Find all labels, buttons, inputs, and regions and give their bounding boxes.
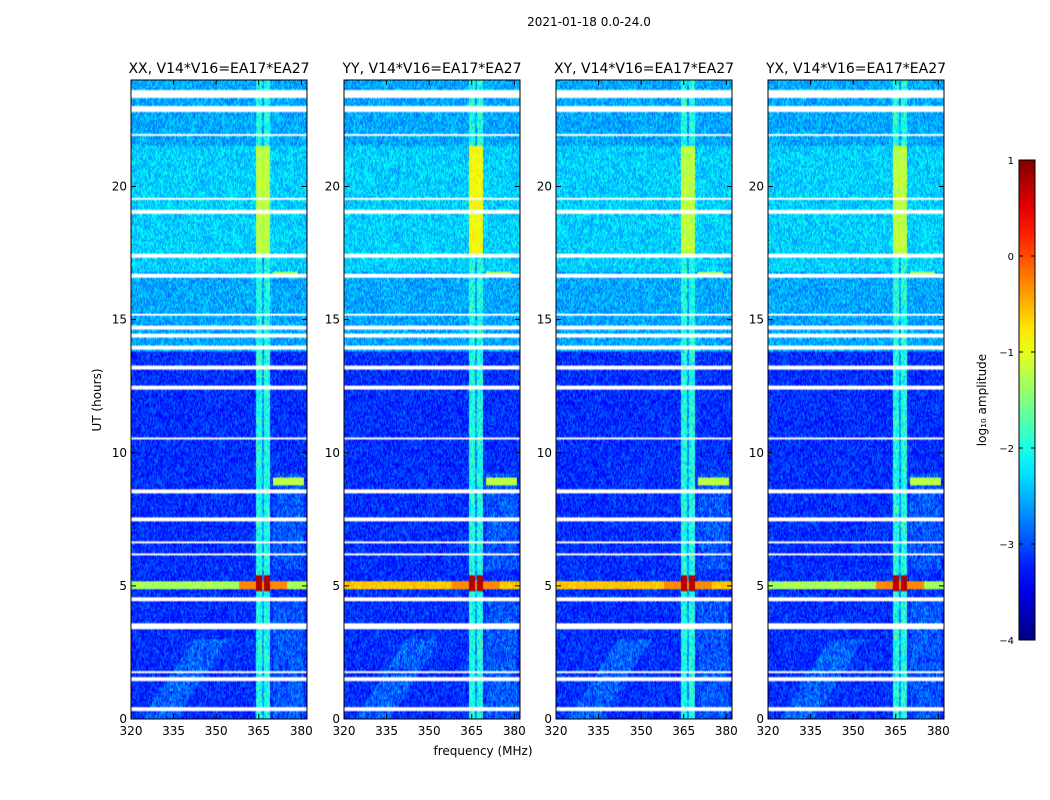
y-tick-label: 20 <box>537 180 552 194</box>
y-tick-label: 20 <box>112 180 127 194</box>
panel-yy: YY, V14*V16=EA17*EA27 320 335 350 365 380 0 5 10… <box>325 61 526 738</box>
panel-frame <box>343 79 521 720</box>
y-tick-label: 15 <box>112 313 127 327</box>
y-tick-label: 0 <box>119 712 127 726</box>
x-tick-label: 365 <box>247 724 270 738</box>
y-tick-label: 20 <box>325 180 340 194</box>
x-tick-label: 350 <box>418 724 441 738</box>
x-tick-label: 320 <box>757 724 780 738</box>
colorbar-tick-label: −3 <box>999 540 1014 551</box>
y-tick-label: 15 <box>537 313 552 327</box>
y-tick-label: 10 <box>749 446 764 460</box>
panel-xy: XY, V14*V16=EA17*EA27 320 335 350 365 380 0 5 10… <box>537 61 738 738</box>
panel-frame <box>767 79 945 720</box>
x-tick-label: 320 <box>120 724 143 738</box>
figure-suptitle: 2021-01-18 0.0-24.0 <box>527 15 651 29</box>
x-tick-label: 335 <box>587 724 610 738</box>
colorbar-tick-label: 0 <box>1008 252 1014 263</box>
colorbar-gradient <box>1018 159 1036 641</box>
colorbar: 1 0 −1 −2 −3 −4 <box>999 156 1036 647</box>
panel-title: YY, V14*V16=EA17*EA27 <box>342 61 522 77</box>
x-tick-label: 350 <box>630 724 653 738</box>
x-tick-label: 380 <box>290 724 313 738</box>
x-tick-label: 335 <box>375 724 398 738</box>
colorbar-label: log₁₀ amplitude <box>975 354 989 446</box>
x-tick-label: 320 <box>545 724 568 738</box>
colorbar-tick-label: −1 <box>999 348 1014 359</box>
spectrogram-image <box>768 80 944 719</box>
y-tick-label: 5 <box>332 579 340 593</box>
y-tick-label: 15 <box>749 313 764 327</box>
panel-xx: XX, V14*V16=EA17*EA27 320 335 350 365 380 0 5 10… <box>112 61 313 738</box>
panel-title: YX, V14*V16=EA17*EA27 <box>765 61 946 77</box>
x-tick-label: 350 <box>842 724 865 738</box>
x-tick-label: 350 <box>205 724 228 738</box>
y-tick-label: 5 <box>119 579 127 593</box>
panel-title: XY, V14*V16=EA17*EA27 <box>554 61 734 77</box>
y-tick-label: 10 <box>537 446 552 460</box>
spectrogram-image <box>556 80 732 719</box>
x-axis-label: frequency (MHz) <box>433 744 532 758</box>
panel-title: XX, V14*V16=EA17*EA27 <box>128 61 309 77</box>
spectrogram-panels: XX, V14*V16=EA17*EA27 320 335 350 365 380 0 5 10… <box>112 61 950 738</box>
colorbar-tick-label: 1 <box>1008 156 1014 167</box>
y-axis-label: UT (hours) <box>90 368 104 431</box>
x-tick-label: 365 <box>672 724 695 738</box>
x-tick-label: 320 <box>333 724 356 738</box>
y-tick-label: 0 <box>332 712 340 726</box>
y-tick-label: 10 <box>112 446 127 460</box>
panel-yx: YX, V14*V16=EA17*EA27 320 335 350 365 380 0 5 10… <box>749 61 950 738</box>
x-tick-label: 365 <box>884 724 907 738</box>
x-tick-label: 380 <box>927 724 950 738</box>
y-tick-label: 0 <box>544 712 552 726</box>
x-tick-label: 380 <box>503 724 526 738</box>
x-tick-label: 335 <box>799 724 822 738</box>
spectrogram-image <box>344 80 520 719</box>
colorbar-tick-label: −4 <box>999 636 1014 647</box>
y-tick-label: 10 <box>325 446 340 460</box>
panel-frame <box>555 79 733 720</box>
y-tick-label: 5 <box>756 579 764 593</box>
spectrogram-image <box>131 80 307 719</box>
y-tick-label: 5 <box>544 579 552 593</box>
y-tick-label: 20 <box>749 180 764 194</box>
x-tick-label: 365 <box>460 724 483 738</box>
x-tick-label: 380 <box>715 724 738 738</box>
x-tick-label: 335 <box>162 724 185 738</box>
panel-frame <box>130 79 308 720</box>
y-tick-label: 0 <box>756 712 764 726</box>
colorbar-tick-label: −2 <box>999 444 1014 455</box>
y-tick-label: 15 <box>325 313 340 327</box>
